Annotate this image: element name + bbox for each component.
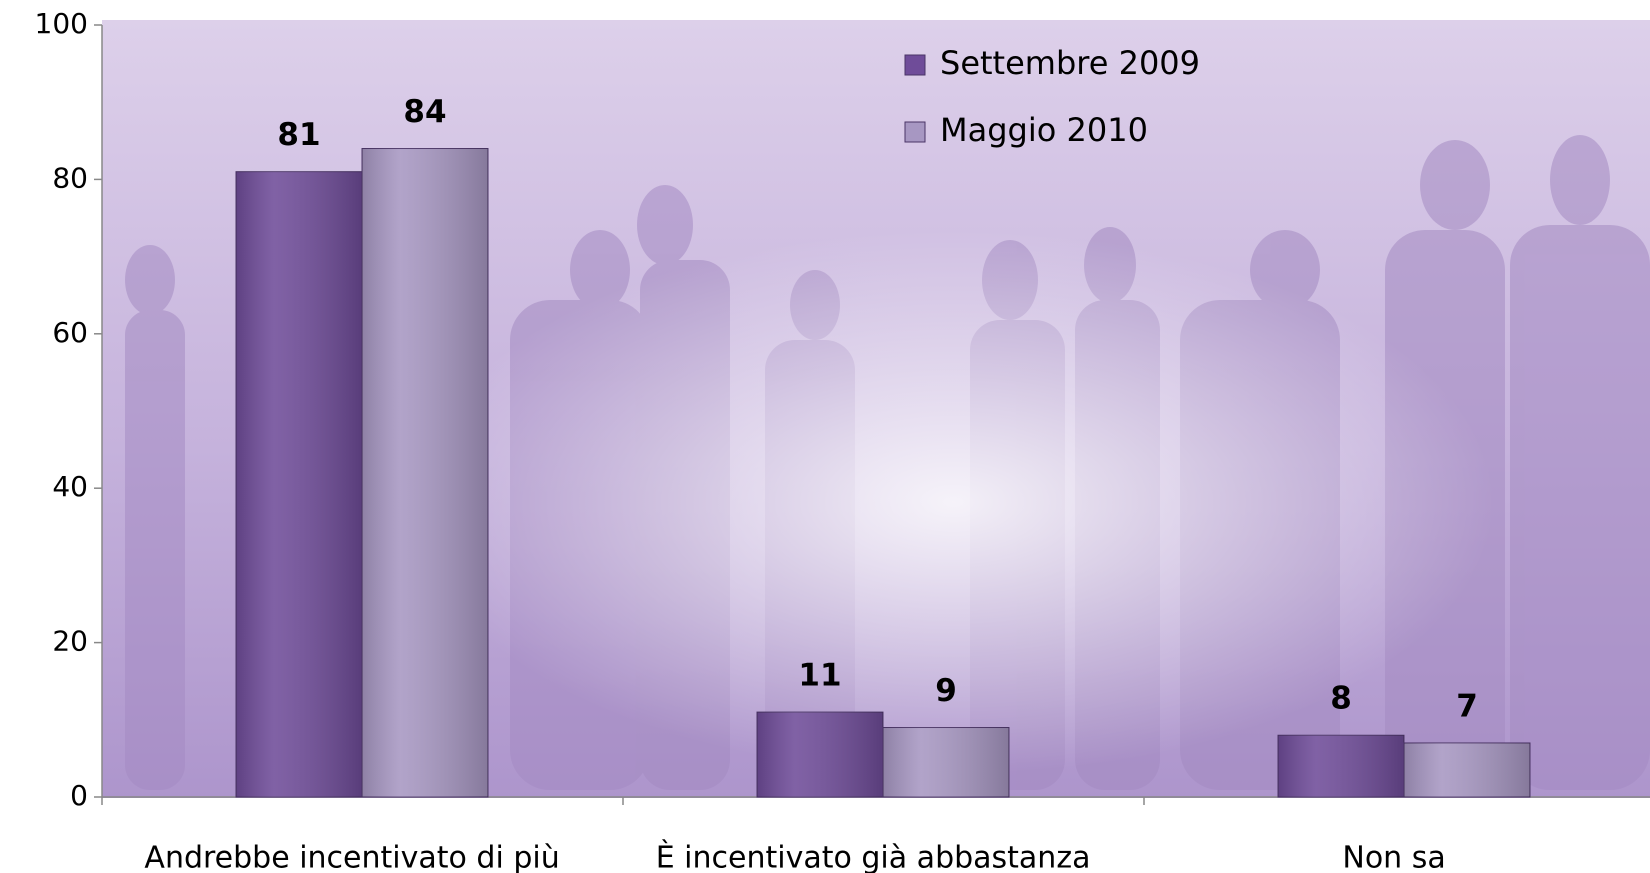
y-tick-label: 20 [52,625,88,658]
bar-shading [1278,735,1404,797]
value-label: 8 [1330,681,1352,717]
value-label: 81 [277,117,320,153]
y-tick-label: 40 [52,470,88,503]
value-label: 7 [1456,688,1478,724]
bar-shading [757,712,883,797]
legend-label: Maggio 2010 [940,111,1148,149]
y-tick-label: 100 [35,7,88,40]
x-tick-label: Non sa [1342,841,1445,873]
bar-shading [362,148,488,797]
legend-label: Settembre 2009 [940,44,1200,82]
bar-shading [883,727,1009,797]
bar-shading [1404,742,1530,797]
x-tick-label: È incentivato già abbastanza [656,840,1091,873]
legend-swatch [904,121,926,143]
y-tick-label: 80 [52,161,88,194]
value-label: 11 [798,658,841,694]
x-tick-label: Andrebbe incentivato di più [144,841,559,873]
legend-swatch [904,54,926,76]
y-tick-label: 60 [52,316,88,349]
value-label: 84 [403,94,446,130]
bar-shading [236,171,362,797]
value-label: 9 [935,673,957,709]
y-tick-label: 0 [70,779,88,812]
